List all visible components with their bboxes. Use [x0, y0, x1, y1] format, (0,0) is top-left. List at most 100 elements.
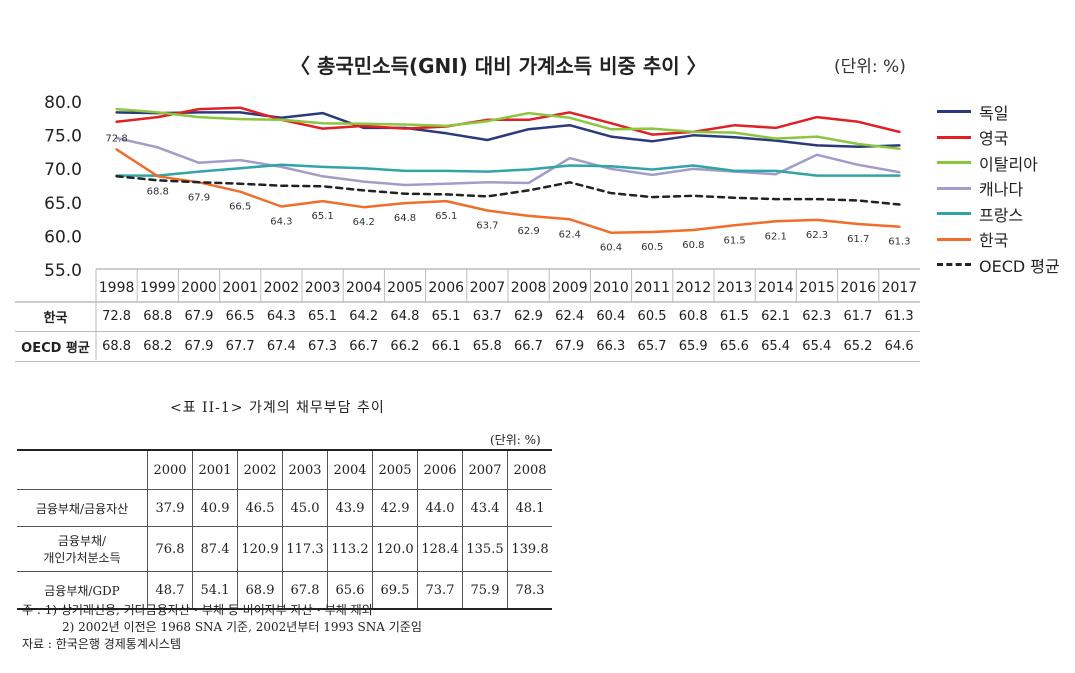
legend-swatch-icon — [937, 135, 971, 139]
table-cell: 68.2 — [137, 331, 179, 362]
table-cell: 113.2 — [327, 526, 373, 572]
table-row: 금융부채/개인가처분소득 76.8 87.4 120.9 117.3 113.2… — [17, 526, 552, 572]
data-label: 66.5 — [229, 202, 251, 213]
table-cell: 65.9 — [672, 331, 714, 362]
year-header: 2008 — [507, 449, 552, 490]
table-cell: 54.1 — [192, 571, 238, 610]
chart-data-table: 한국 72.8 68.8 67.9 66.5 64.3 65.1 64.2 64… — [15, 302, 920, 362]
x-tick-label: 2008 — [511, 280, 547, 296]
table-cell: 68.8 — [137, 302, 179, 332]
chart-legend: 독일 영국 이탈리아 캐나다 프랑스 한국 OECD 평균 — [937, 99, 1060, 278]
data-label: 60.5 — [641, 242, 663, 253]
row-label: 금융부채/개인가처분소득 — [17, 526, 148, 572]
legend-swatch-icon — [937, 110, 971, 114]
y-tick-label: 80.0 — [44, 93, 82, 113]
y-tick-label: 60.0 — [44, 227, 82, 247]
x-tick-label: 2011 — [634, 280, 670, 296]
table-cell: 65.4 — [796, 331, 838, 362]
data-label: 64.3 — [270, 217, 292, 228]
row-header: OECD 평균 — [15, 331, 96, 362]
table-cell: 67.9 — [178, 302, 220, 332]
x-tick-label: 2017 — [882, 280, 918, 296]
table-cell: 67.9 — [178, 331, 220, 362]
series-line — [115, 175, 901, 206]
data-label: 64.2 — [353, 217, 375, 228]
legend-item: 독일 — [937, 99, 1060, 125]
series-line — [115, 148, 901, 234]
table-cell: 64.2 — [343, 302, 385, 332]
year-header: 2001 — [192, 449, 238, 490]
x-tick-label: 2015 — [799, 280, 835, 296]
x-tick-label: 2007 — [470, 280, 506, 296]
y-tick-label: 55.0 — [44, 261, 82, 281]
table-cell: 64.6 — [878, 331, 920, 362]
data-label: 67.9 — [188, 192, 210, 203]
y-tick-label: 70.0 — [44, 160, 82, 180]
x-tick-label: 2000 — [181, 280, 217, 296]
note-line: 자료 : 한국은행 경제통계시스템 — [22, 637, 182, 651]
table-cell: 66.5 — [219, 302, 261, 332]
x-tick-label: 1998 — [99, 280, 135, 296]
legend-label: 프랑스 — [979, 205, 1024, 225]
table-cell: 68.8 — [96, 331, 138, 362]
year-header: 2004 — [327, 449, 373, 490]
table-cell: 67.8 — [282, 571, 328, 610]
table-cell: 44.0 — [417, 489, 463, 527]
legend-swatch-icon — [937, 263, 971, 267]
table-cell: 40.9 — [192, 489, 238, 527]
table-cell: 63.7 — [466, 302, 508, 332]
x-tick-label: 2004 — [346, 280, 382, 296]
table-row: 금융부채/GDP 48.7 54.1 68.9 67.8 65.6 69.5 7… — [17, 571, 552, 610]
legend-item: 프랑스 — [937, 201, 1060, 227]
legend-swatch-icon — [937, 186, 971, 190]
data-label: 62.9 — [517, 226, 539, 237]
x-tick-label: 2016 — [840, 280, 876, 296]
table-cell: 120.0 — [372, 526, 418, 572]
data-label: 62.3 — [806, 230, 828, 241]
corner-cell — [17, 449, 148, 490]
table-row: OECD 평균 68.8 68.2 67.9 67.7 67.4 67.3 66… — [15, 331, 920, 362]
note-line: 2) 2002년 이전은 1968 SNA 기준, 2002년부터 1993 S… — [62, 620, 422, 634]
table-cell: 43.9 — [327, 489, 373, 527]
table-cell: 64.3 — [260, 302, 302, 332]
y-tick-label: 65.0 — [44, 194, 82, 214]
year-header: 2007 — [462, 449, 508, 490]
data-label: 61.5 — [723, 235, 745, 246]
data-label: 62.4 — [559, 229, 581, 240]
x-tick-label: 2014 — [758, 280, 794, 296]
table-cell: 75.9 — [462, 571, 508, 610]
x-tick-label: 2006 — [428, 280, 464, 296]
legend-swatch-icon — [937, 237, 971, 241]
data-label: 63.7 — [476, 221, 498, 232]
table-cell: 62.4 — [549, 302, 591, 332]
table-cell: 65.1 — [425, 302, 467, 332]
table-cell: 87.4 — [192, 526, 238, 572]
x-tick-label: 2002 — [264, 280, 300, 296]
table-cell: 64.8 — [384, 302, 426, 332]
table-cell: 46.5 — [237, 489, 283, 527]
series-line — [115, 107, 901, 150]
y-tick-label: 75.0 — [44, 127, 82, 147]
series-line — [115, 111, 901, 148]
year-header: 2002 — [237, 449, 283, 490]
x-tick-label: 2003 — [305, 280, 341, 296]
table-cell: 65.2 — [837, 331, 879, 362]
data-label: 62.1 — [765, 231, 787, 242]
legend-label: 영국 — [979, 129, 1009, 149]
table-cell: 117.3 — [282, 526, 328, 572]
table-cell: 76.8 — [147, 526, 193, 572]
data-label: 65.1 — [311, 211, 333, 222]
x-tick-label: 2005 — [387, 280, 423, 296]
table-row: 금융부채/금융자산 37.9 40.9 46.5 45.0 43.9 42.9 … — [17, 489, 552, 527]
table-cell: 65.7 — [631, 331, 673, 362]
row-label: 금융부채/금융자산 — [17, 489, 148, 527]
debt-burden-table: 2000 2001 2002 2003 2004 2005 2006 2007 … — [17, 449, 552, 610]
series-line — [115, 106, 901, 136]
data-label: 64.8 — [394, 213, 416, 224]
legend-swatch-icon — [937, 161, 971, 165]
table-cell: 128.4 — [417, 526, 463, 572]
table-cell: 62.1 — [755, 302, 797, 332]
legend-label: 독일 — [979, 103, 1009, 123]
table-unit: (단위: %) — [490, 433, 541, 447]
table-header-row: 2000 2001 2002 2003 2004 2005 2006 2007 … — [17, 449, 552, 490]
